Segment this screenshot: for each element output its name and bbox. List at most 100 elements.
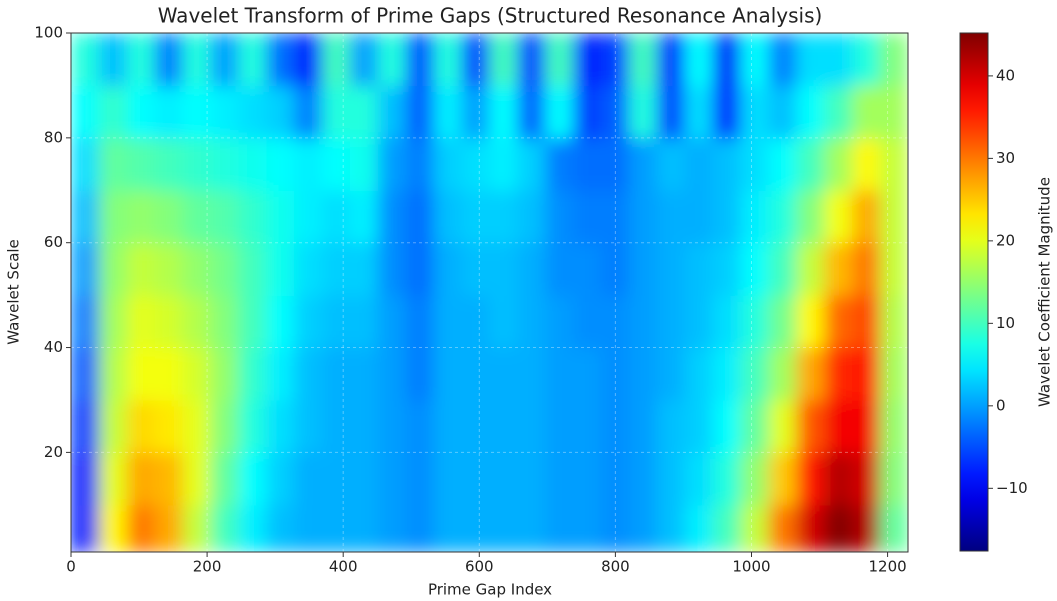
heat-cell xyxy=(712,295,742,349)
heat-cell xyxy=(266,295,295,349)
heat-cell xyxy=(405,347,435,401)
heat-cell xyxy=(238,452,267,506)
heat-cell xyxy=(824,85,853,139)
heat-cell xyxy=(880,242,908,296)
heat-cell xyxy=(489,347,518,401)
heat-cell xyxy=(796,137,825,191)
heat-cell xyxy=(126,399,156,453)
heat-cell xyxy=(377,242,407,296)
heat-cell xyxy=(182,137,212,191)
heat-cell xyxy=(684,399,714,453)
heat-cell xyxy=(545,242,574,296)
heat-cell xyxy=(740,504,770,552)
heat-cell xyxy=(238,85,267,139)
heat-cell xyxy=(461,137,491,191)
heat-cell xyxy=(126,33,156,87)
heat-cell xyxy=(601,452,630,506)
heat-cell xyxy=(573,347,602,401)
heat-cell xyxy=(98,504,128,552)
heat-cell xyxy=(852,452,881,506)
colorbar-tick-label: 30 xyxy=(996,149,1015,167)
heat-cell xyxy=(405,295,435,349)
heat-cell xyxy=(545,504,574,552)
heat-cell xyxy=(182,242,212,296)
heat-cell xyxy=(852,190,881,244)
heat-cell xyxy=(517,295,546,349)
x-tick-label: 400 xyxy=(329,558,358,576)
colorbar-tick-label: 0 xyxy=(996,396,1006,414)
heat-cell xyxy=(126,242,156,296)
heat-cell xyxy=(71,347,100,401)
heatmap xyxy=(71,33,908,552)
heat-cell xyxy=(656,137,686,191)
heat-cell xyxy=(824,33,853,87)
heat-cell xyxy=(545,137,574,191)
heat-cell xyxy=(405,504,435,552)
heat-cell xyxy=(154,347,184,401)
heat-cell xyxy=(489,137,518,191)
heat-cell xyxy=(629,347,658,401)
heat-cell xyxy=(377,85,407,139)
heat-cell xyxy=(461,399,491,453)
heat-cell xyxy=(684,504,714,552)
heat-cell xyxy=(684,190,714,244)
x-tick-label: 1000 xyxy=(732,558,770,576)
heat-cell xyxy=(154,33,184,87)
heat-cell xyxy=(377,452,407,506)
heat-cell xyxy=(740,452,770,506)
heat-cell xyxy=(433,85,463,139)
heat-cell xyxy=(712,452,742,506)
heat-cell xyxy=(266,85,295,139)
heat-cell xyxy=(210,190,239,244)
heat-cell xyxy=(573,190,602,244)
heat-cell xyxy=(824,295,853,349)
heat-cell xyxy=(880,347,908,401)
heat-cell xyxy=(126,295,156,349)
heat-cell xyxy=(154,452,184,506)
heat-cell xyxy=(294,347,323,401)
heat-cell xyxy=(768,504,797,552)
heat-cell xyxy=(824,242,853,296)
heat-cell xyxy=(350,137,379,191)
heat-cell xyxy=(712,347,742,401)
heat-cell xyxy=(656,399,686,453)
heat-cell xyxy=(740,33,770,87)
heat-cell xyxy=(768,452,797,506)
heat-cell xyxy=(350,33,379,87)
heat-cell xyxy=(796,295,825,349)
heat-cell xyxy=(98,190,128,244)
heat-cell xyxy=(461,504,491,552)
heat-cell xyxy=(601,242,630,296)
heat-cell xyxy=(405,242,435,296)
heat-cell xyxy=(684,85,714,139)
heat-cell xyxy=(71,504,100,552)
colorbar-tick-label: 20 xyxy=(996,231,1015,249)
heat-cell xyxy=(182,295,212,349)
heat-cell xyxy=(489,33,518,87)
heat-cell xyxy=(71,85,100,139)
heat-cell xyxy=(852,295,881,349)
heat-cell xyxy=(405,137,435,191)
heat-cell xyxy=(322,347,351,401)
x-tick-label: 800 xyxy=(601,558,630,576)
colorbar-tick-label: 40 xyxy=(996,66,1015,84)
heat-cell xyxy=(768,295,797,349)
heat-cell xyxy=(601,85,630,139)
heat-cell xyxy=(350,452,379,506)
heat-cell xyxy=(852,85,881,139)
heat-cell xyxy=(405,85,435,139)
heat-cell xyxy=(880,504,908,552)
heat-cell xyxy=(489,242,518,296)
heat-cell xyxy=(154,295,184,349)
y-tick-label: 20 xyxy=(44,443,63,461)
heat-cell xyxy=(433,452,463,506)
heat-cell xyxy=(294,399,323,453)
heat-cell xyxy=(322,452,351,506)
heat-cell xyxy=(824,190,853,244)
plot-frame xyxy=(70,32,909,553)
heat-cell xyxy=(433,399,463,453)
heat-cell xyxy=(377,399,407,453)
heat-cell xyxy=(71,295,100,349)
heat-cell xyxy=(601,137,630,191)
heat-cell xyxy=(852,242,881,296)
